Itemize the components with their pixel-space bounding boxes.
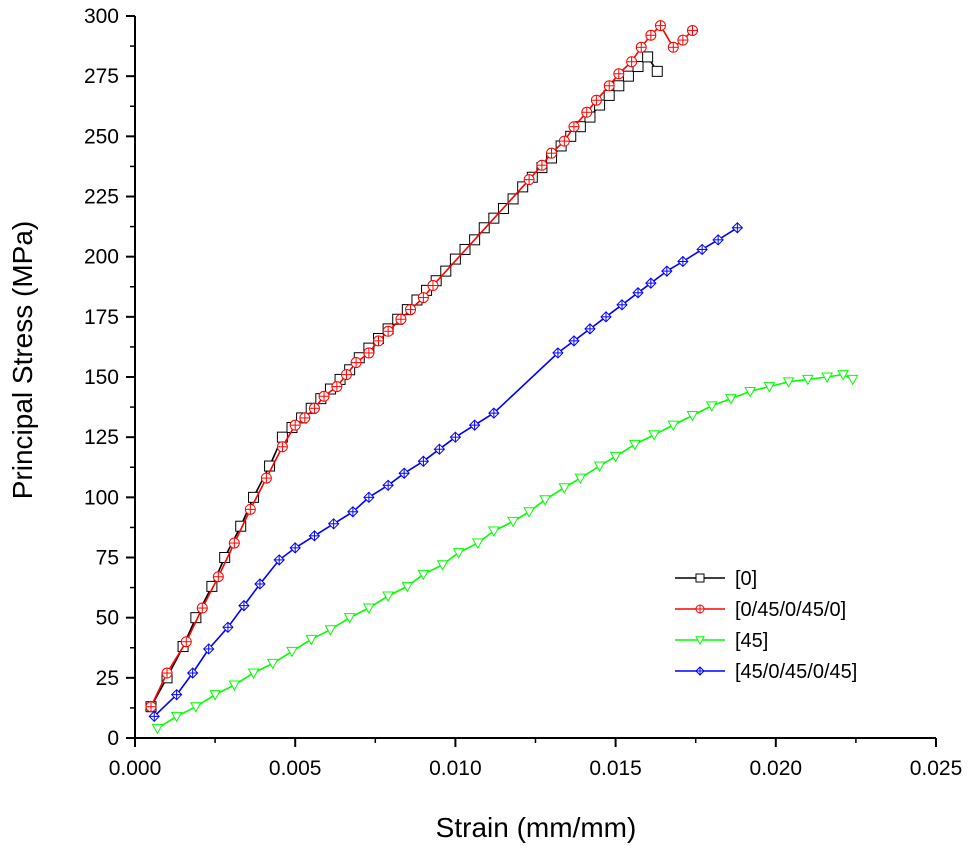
- data-point: [782, 377, 795, 388]
- data-point: [593, 461, 606, 473]
- y-tick-label: 75: [96, 547, 119, 570]
- x-tick-label: 0.025: [910, 757, 963, 780]
- legend-label: [0/45/0/45/0]: [735, 599, 846, 621]
- data-point: [436, 560, 449, 571]
- data-point: [382, 591, 394, 603]
- y-tick-label: 225: [84, 186, 119, 209]
- y-tick-label: 150: [84, 366, 119, 389]
- series-line: [150, 24, 694, 708]
- y-tick-label: 50: [96, 607, 119, 630]
- data-point: [725, 394, 737, 405]
- data-point: [228, 680, 241, 692]
- legend-label: [45]: [735, 630, 768, 652]
- legend-label: [45/0/45/0/45]: [735, 661, 857, 683]
- series-1: [145, 20, 698, 713]
- series-2: [151, 370, 859, 735]
- data-point: [837, 370, 849, 381]
- data-point: [507, 516, 519, 528]
- x-tick-label: 0.000: [109, 757, 162, 780]
- y-tick-label: 300: [84, 5, 119, 28]
- data-point: [705, 401, 718, 412]
- y-tick-label: 100: [84, 486, 119, 509]
- data-point: [622, 70, 634, 82]
- data-point: [247, 668, 260, 680]
- data-point: [209, 690, 221, 701]
- y-tick-label: 200: [84, 246, 119, 269]
- series-line: [153, 227, 738, 717]
- legend-label: [0]: [735, 568, 757, 590]
- data-point: [452, 548, 465, 559]
- data-point: [266, 658, 279, 670]
- data-point: [846, 374, 859, 386]
- data-point: [558, 483, 571, 494]
- y-tick-label: 250: [84, 125, 119, 148]
- data-point: [763, 382, 776, 393]
- series-line: [150, 55, 658, 708]
- data-point: [471, 538, 484, 550]
- data-point: [642, 51, 654, 63]
- y-tick-label: 125: [84, 426, 119, 449]
- data-point: [651, 65, 663, 77]
- data-point: [206, 580, 218, 592]
- data-point: [324, 625, 337, 636]
- data-point: [603, 89, 615, 101]
- y-tick-label: 0: [107, 727, 119, 750]
- data-point: [151, 723, 164, 735]
- data-point: [821, 372, 833, 384]
- y-tick-label: 175: [84, 306, 119, 329]
- x-tick-label: 0.015: [589, 757, 642, 780]
- data-point: [170, 711, 183, 723]
- series-0: [145, 51, 663, 713]
- data-point: [343, 613, 356, 624]
- data-point: [744, 386, 757, 398]
- data-point: [286, 646, 298, 658]
- data-point: [401, 581, 414, 593]
- data-point: [363, 603, 375, 615]
- data-point: [667, 420, 680, 432]
- y-tick-label: 275: [84, 65, 119, 88]
- series-layer: [145, 20, 859, 735]
- x-axis-title: Strain (mm/mm): [436, 812, 637, 843]
- data-point: [305, 634, 318, 646]
- series-3: [148, 222, 744, 723]
- data-point: [613, 80, 625, 92]
- data-point: [695, 636, 705, 646]
- x-tick-label: 0.020: [750, 757, 803, 780]
- legend: [0] [0/45/0/45/0] [45] [45/0/45/0/45]: [675, 568, 857, 683]
- data-point: [609, 451, 622, 463]
- data-point: [574, 473, 587, 485]
- y-axis-title: Principal Stress (MPa): [7, 221, 38, 500]
- data-point: [686, 411, 699, 422]
- data-point: [523, 507, 535, 518]
- data-point: [190, 702, 202, 713]
- y-tick-label: 25: [96, 667, 119, 690]
- data-point: [539, 495, 551, 506]
- data-point: [695, 573, 705, 583]
- x-tick-label: 0.010: [429, 757, 482, 780]
- data-point: [628, 439, 641, 451]
- data-point: [449, 253, 461, 265]
- data-point: [801, 374, 814, 386]
- axes: 0.000 0.005 0.010 0.015 0.020 0.025 0 25 50 75 100…: [84, 5, 962, 780]
- data-point: [487, 526, 500, 538]
- data-point: [507, 193, 519, 205]
- x-tick-label: 0.005: [269, 757, 322, 780]
- data-point: [417, 569, 430, 581]
- data-point: [478, 222, 490, 234]
- data-point: [648, 430, 660, 441]
